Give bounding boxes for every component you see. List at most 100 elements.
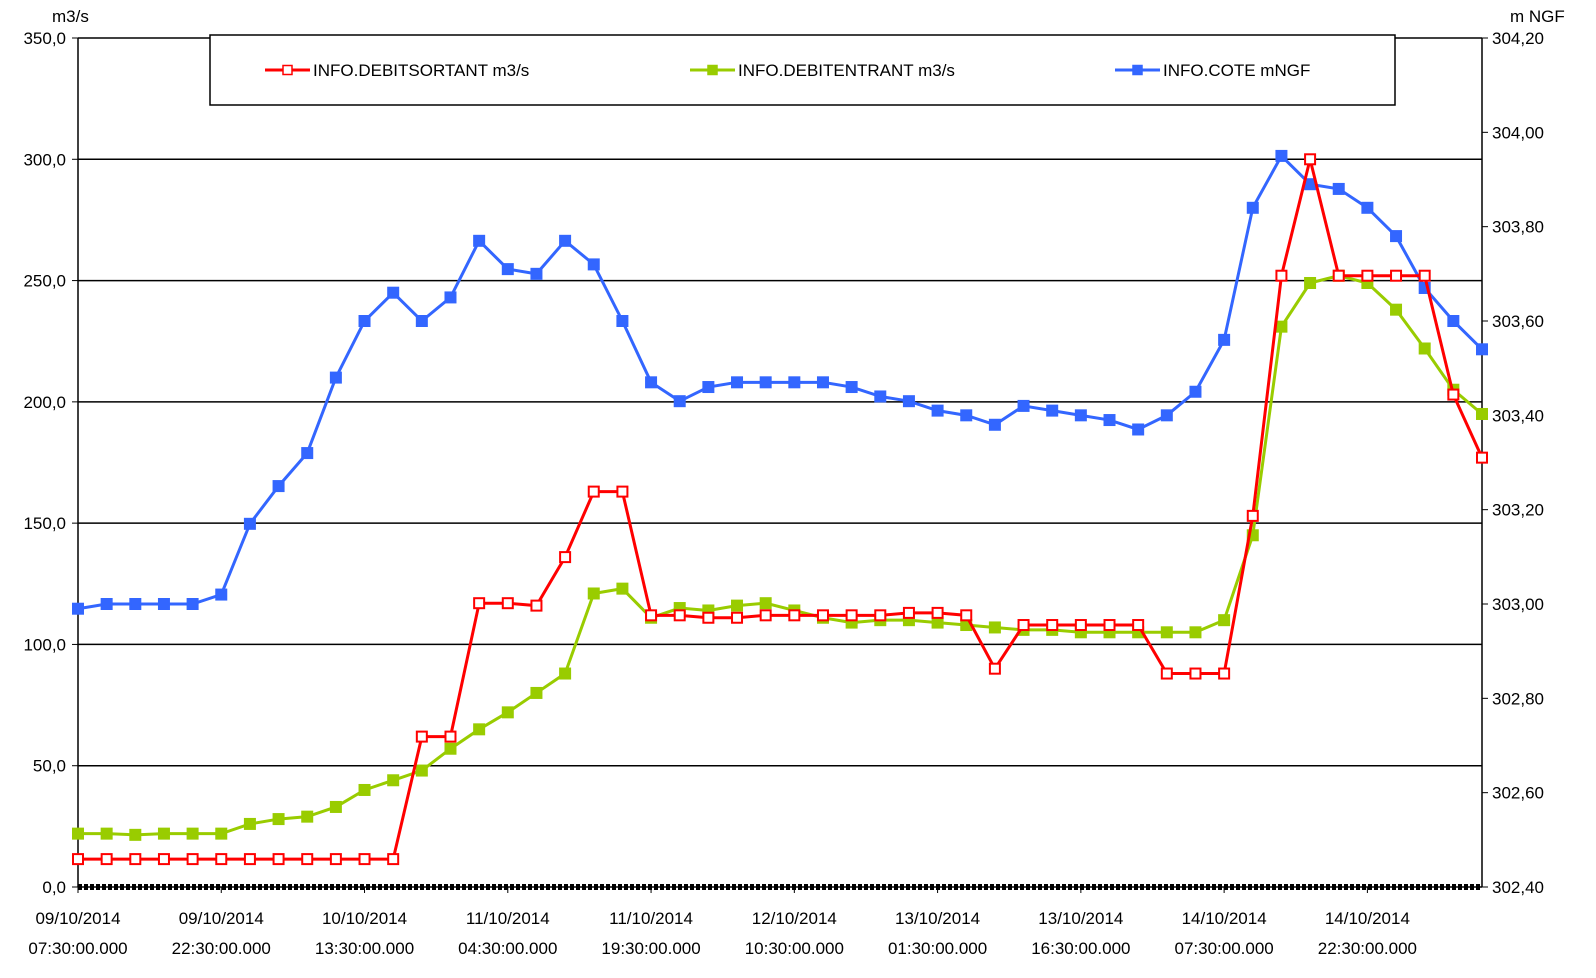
point-marker bbox=[1304, 153, 1317, 166]
point-marker bbox=[100, 598, 113, 610]
point-marker bbox=[1418, 342, 1431, 355]
point-marker bbox=[960, 409, 973, 422]
point-marker bbox=[473, 234, 486, 247]
y2-tick-label: 303,40 bbox=[1492, 406, 1544, 425]
y-tick-label: 200,0 bbox=[23, 393, 66, 412]
point-marker bbox=[530, 599, 543, 612]
point-marker bbox=[1275, 149, 1288, 162]
point-marker bbox=[1132, 423, 1145, 436]
y-tick-label: 300,0 bbox=[23, 150, 66, 169]
legend-box bbox=[209, 34, 1396, 106]
point-marker bbox=[931, 606, 944, 619]
point-marker bbox=[501, 706, 514, 719]
point-marker bbox=[816, 376, 829, 389]
y2-tick-label: 303,00 bbox=[1492, 595, 1544, 614]
point-marker bbox=[329, 853, 342, 866]
point-marker bbox=[129, 853, 142, 866]
point-marker bbox=[72, 602, 84, 615]
point-marker bbox=[616, 315, 629, 327]
point-marker bbox=[587, 587, 600, 600]
legend-marker bbox=[282, 64, 293, 76]
point-marker bbox=[759, 376, 772, 389]
y2-tick-label: 303,20 bbox=[1492, 501, 1544, 520]
point-marker bbox=[645, 609, 658, 622]
point-marker bbox=[988, 662, 1001, 675]
point-marker bbox=[415, 764, 428, 777]
point-marker bbox=[215, 588, 228, 601]
y2-axis-title: m NGF bbox=[1510, 7, 1565, 26]
point-marker bbox=[415, 315, 428, 327]
point-marker bbox=[1275, 269, 1288, 282]
point-marker bbox=[243, 817, 256, 830]
point-marker bbox=[1476, 451, 1488, 464]
point-marker bbox=[1246, 509, 1259, 522]
point-marker bbox=[215, 853, 228, 866]
x-tick-label: 14/10/2014 07:30:00.000 bbox=[1174, 909, 1273, 958]
point-marker bbox=[1304, 178, 1317, 191]
point-marker bbox=[301, 447, 314, 460]
y-tick-label: 350,0 bbox=[23, 29, 66, 48]
legend-label: INFO.COTE mNGF bbox=[1163, 61, 1310, 80]
point-marker bbox=[329, 800, 342, 813]
series-line bbox=[78, 158, 1484, 861]
point-marker bbox=[415, 730, 428, 743]
point-marker bbox=[1189, 667, 1202, 680]
point-marker bbox=[902, 395, 915, 408]
point-marker bbox=[530, 267, 543, 280]
point-marker bbox=[759, 609, 772, 622]
y2-tick-label: 302,60 bbox=[1492, 784, 1544, 803]
point-marker bbox=[129, 598, 142, 610]
x-tick-label: 13/10/2014 01:30:00.000 bbox=[888, 909, 987, 958]
point-marker bbox=[1046, 619, 1059, 632]
point-marker bbox=[645, 376, 658, 389]
point-marker bbox=[243, 517, 256, 530]
point-marker bbox=[931, 616, 944, 629]
point-marker bbox=[788, 609, 801, 622]
point-marker bbox=[1418, 281, 1431, 294]
x-tick-label: 12/10/2014 10:30:00.000 bbox=[745, 909, 844, 958]
point-marker bbox=[358, 783, 371, 796]
y-axis-title: m3/s bbox=[52, 7, 89, 26]
point-marker bbox=[1189, 626, 1202, 639]
y-tick-label: 100,0 bbox=[23, 635, 66, 654]
point-marker bbox=[157, 827, 170, 840]
point-marker bbox=[1390, 269, 1403, 282]
point-marker bbox=[1246, 201, 1259, 214]
point-marker bbox=[530, 686, 543, 699]
y-tick-label: 250,0 bbox=[23, 272, 66, 291]
point-marker bbox=[444, 742, 457, 755]
point-marker bbox=[473, 723, 486, 736]
point-marker bbox=[157, 598, 170, 610]
point-marker bbox=[1132, 619, 1145, 632]
legend-marker bbox=[1132, 64, 1143, 76]
point-marker bbox=[559, 234, 572, 247]
point-marker bbox=[501, 597, 514, 610]
y2-tick-label: 302,80 bbox=[1492, 689, 1544, 708]
point-marker bbox=[329, 371, 342, 384]
point-marker bbox=[559, 667, 572, 680]
x-tick-label: 09/10/2014 22:30:00.000 bbox=[172, 909, 271, 958]
legend-label: INFO.DEBITSORTANT m3/s bbox=[313, 61, 529, 80]
point-marker bbox=[1361, 269, 1374, 282]
y-tick-label: 50,0 bbox=[33, 757, 66, 776]
point-marker bbox=[731, 599, 744, 612]
point-marker bbox=[387, 286, 400, 299]
y2-tick-label: 304,20 bbox=[1492, 29, 1544, 48]
point-marker bbox=[358, 853, 371, 866]
point-marker bbox=[673, 609, 686, 622]
point-marker bbox=[72, 827, 84, 840]
point-marker bbox=[1332, 182, 1345, 195]
point-marker bbox=[1218, 333, 1231, 346]
point-marker bbox=[215, 827, 228, 840]
point-marker bbox=[157, 853, 170, 866]
point-marker bbox=[1017, 399, 1030, 412]
point-marker bbox=[186, 853, 199, 866]
point-marker bbox=[444, 291, 457, 304]
point-marker bbox=[1074, 409, 1087, 422]
point-marker bbox=[673, 395, 686, 408]
point-marker bbox=[587, 258, 600, 271]
point-marker bbox=[1447, 315, 1460, 327]
point-marker bbox=[1275, 320, 1288, 333]
x-tick-label: 09/10/2014 07:30:00.000 bbox=[28, 909, 127, 958]
y2-tick-label: 303,60 bbox=[1492, 312, 1544, 331]
